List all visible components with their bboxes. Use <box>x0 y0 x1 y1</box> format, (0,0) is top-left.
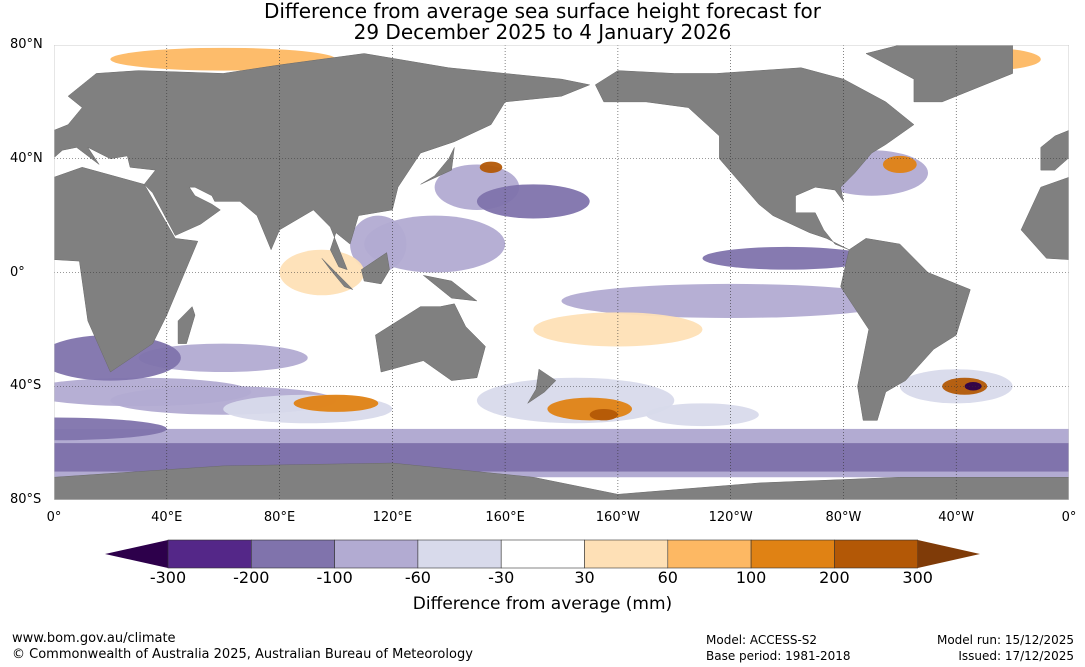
colorbar-tick-label: -300 <box>149 568 187 587</box>
eurasia-land <box>1040 130 1069 171</box>
colorbar-max-extension <box>917 540 980 568</box>
title-line-2: 29 December 2025 to 4 January 2026 <box>353 20 732 44</box>
longitude-label: 160°W <box>595 510 640 525</box>
anomaly-region <box>646 403 759 427</box>
anomaly-region <box>479 161 503 173</box>
greenland-land <box>865 45 1013 103</box>
anomaly-region <box>293 394 379 412</box>
issued-date: Issued: 17/12/2025 <box>958 649 1074 663</box>
new-zealand-land <box>527 368 557 404</box>
latitude-label: 80°S <box>10 492 42 507</box>
latitude-label: 0° <box>10 264 25 280</box>
anomaly-region <box>54 417 167 441</box>
africa-land <box>1020 176 1069 260</box>
sumatra-land <box>321 258 354 290</box>
sea-surface-height-map <box>54 45 1069 500</box>
japan-land <box>420 147 455 185</box>
copyright: © Commonwealth of Australia 2025, Austra… <box>12 647 473 662</box>
colorbar-segment <box>667 539 752 569</box>
anomaly-region <box>533 312 703 347</box>
colorbar-segment <box>417 539 502 569</box>
anomaly-region <box>547 397 632 421</box>
anomaly-region <box>964 381 982 391</box>
colorbar-segment <box>500 539 585 569</box>
longitude-label: 80°W <box>825 510 862 525</box>
colorbar-segment <box>584 539 669 569</box>
model-name: Model: ACCESS-S2 <box>706 633 818 647</box>
longitude-label: 40°W <box>938 510 975 525</box>
longitude-label: 40°E <box>151 510 183 525</box>
borneo-land <box>361 252 390 285</box>
colorbar-tick-label: 300 <box>902 568 933 587</box>
colorbar-tick-label: -60 <box>404 568 431 587</box>
colorbar-tick-label: -200 <box>233 568 270 587</box>
colorbar-tick-label: 60 <box>657 568 678 587</box>
australia-land <box>375 303 486 381</box>
north-america-land <box>595 67 915 250</box>
new-guinea-land <box>423 275 478 302</box>
anomaly-region <box>476 184 590 219</box>
colorbar-tick-label: -30 <box>488 568 515 587</box>
colorbar-label: Difference from average (mm) <box>412 594 673 614</box>
colorbar-tick-label: -100 <box>316 568 353 587</box>
longitude-label: 80°E <box>263 510 296 525</box>
title-line-1: Difference from average sea surface heig… <box>263 0 822 23</box>
madagascar-land <box>177 306 196 344</box>
anomaly-contours <box>54 47 1041 441</box>
colorbar-segment <box>334 539 419 569</box>
colorbar-segment <box>834 539 919 569</box>
colorbar <box>105 539 980 569</box>
south-america-land <box>840 238 971 421</box>
colorbar-segment <box>251 539 335 569</box>
website-link[interactable]: www.bom.gov.au/climate <box>12 631 176 646</box>
anomaly-region <box>702 246 872 270</box>
longitude-label: 0° <box>1061 510 1077 525</box>
colorbar-segment <box>750 539 835 569</box>
eurasia-land <box>54 53 591 271</box>
latitude-label: 80°N <box>10 37 43 52</box>
longitude-label: 120°E <box>372 510 413 525</box>
colorbar-segment <box>167 539 252 569</box>
colorbar-min-extension <box>105 540 168 568</box>
anomaly-region <box>882 155 917 173</box>
anomaly-region <box>138 343 308 373</box>
base-period: Base period: 1981-2018 <box>706 649 851 663</box>
colorbar-tick-label: 100 <box>735 568 767 587</box>
model-run-date: Model run: 15/12/2025 <box>936 633 1074 647</box>
colorbar-tick-label: 30 <box>574 568 595 587</box>
land-masses <box>54 45 1069 500</box>
anomaly-region <box>589 409 618 421</box>
latitude-label: 40°N <box>10 150 43 166</box>
longitude-label: 160°E <box>485 510 525 525</box>
latitude-label: 40°S <box>10 378 42 394</box>
antarctica-land <box>54 462 1069 500</box>
longitude-label: 120°W <box>708 510 753 525</box>
colorbar-tick-label: 200 <box>819 568 850 587</box>
anomaly-region <box>942 377 988 395</box>
longitude-label: 0° <box>46 510 62 525</box>
